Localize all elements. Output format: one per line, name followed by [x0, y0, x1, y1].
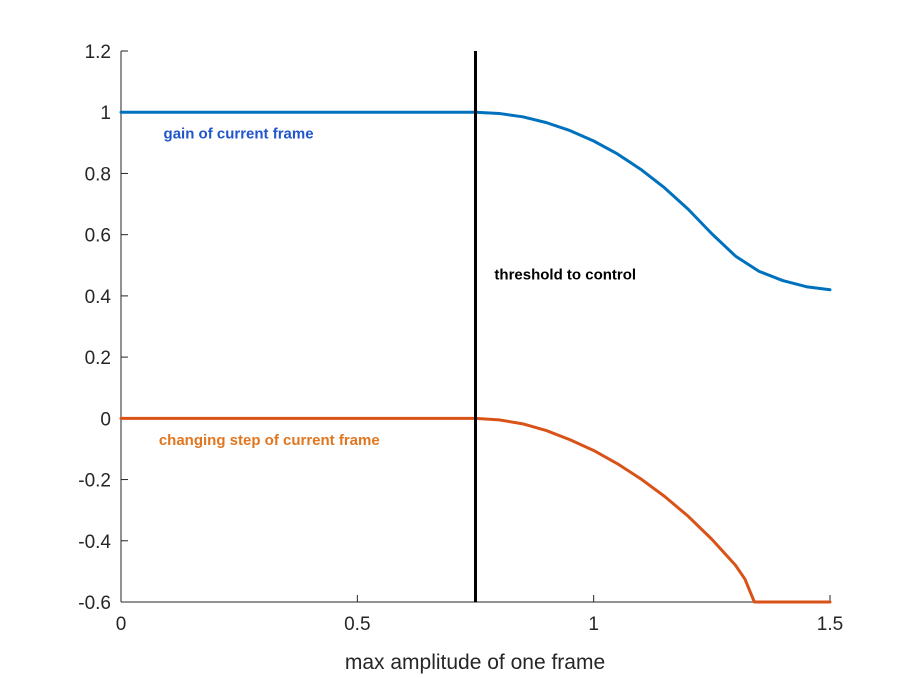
- x-axis-label: max amplitude of one frame: [345, 651, 605, 674]
- y-tick-label: 1.2: [85, 42, 111, 63]
- annotations-layer: gain of current frame threshold to contro…: [159, 126, 636, 449]
- y-tick-label: 1: [100, 103, 111, 124]
- x-tick-label: 0: [116, 614, 127, 635]
- y-tick-label: -0.2: [78, 471, 111, 492]
- annotation-label: threshold to control: [494, 266, 636, 283]
- y-tick-label: 0.2: [85, 348, 111, 369]
- series-layer: [119, 110, 832, 604]
- y-tick-label: -0.4: [78, 532, 111, 553]
- y-tick-label: -0.6: [78, 593, 111, 614]
- x-tick-label: 1: [588, 614, 599, 635]
- y-tick-label: 0.8: [85, 164, 111, 185]
- y-tick-label: 0.4: [85, 287, 112, 308]
- annotation-label: gain of current frame: [164, 126, 314, 143]
- y-tick-label: 0.6: [85, 226, 111, 247]
- axes: 0 0.5 1 1.5 -0.6 -0.4 -0.2 0 0.2 0.4 0.6 0.8 1 1.2: [78, 42, 843, 635]
- x-tick-label: 0.5: [344, 614, 370, 635]
- annotation-label: changing step of current frame: [159, 432, 380, 449]
- x-tick-label: 1.5: [817, 614, 843, 635]
- series-line-1: [119, 416, 832, 604]
- y-tick-label: 0: [100, 409, 111, 430]
- series-line-0: [119, 110, 832, 292]
